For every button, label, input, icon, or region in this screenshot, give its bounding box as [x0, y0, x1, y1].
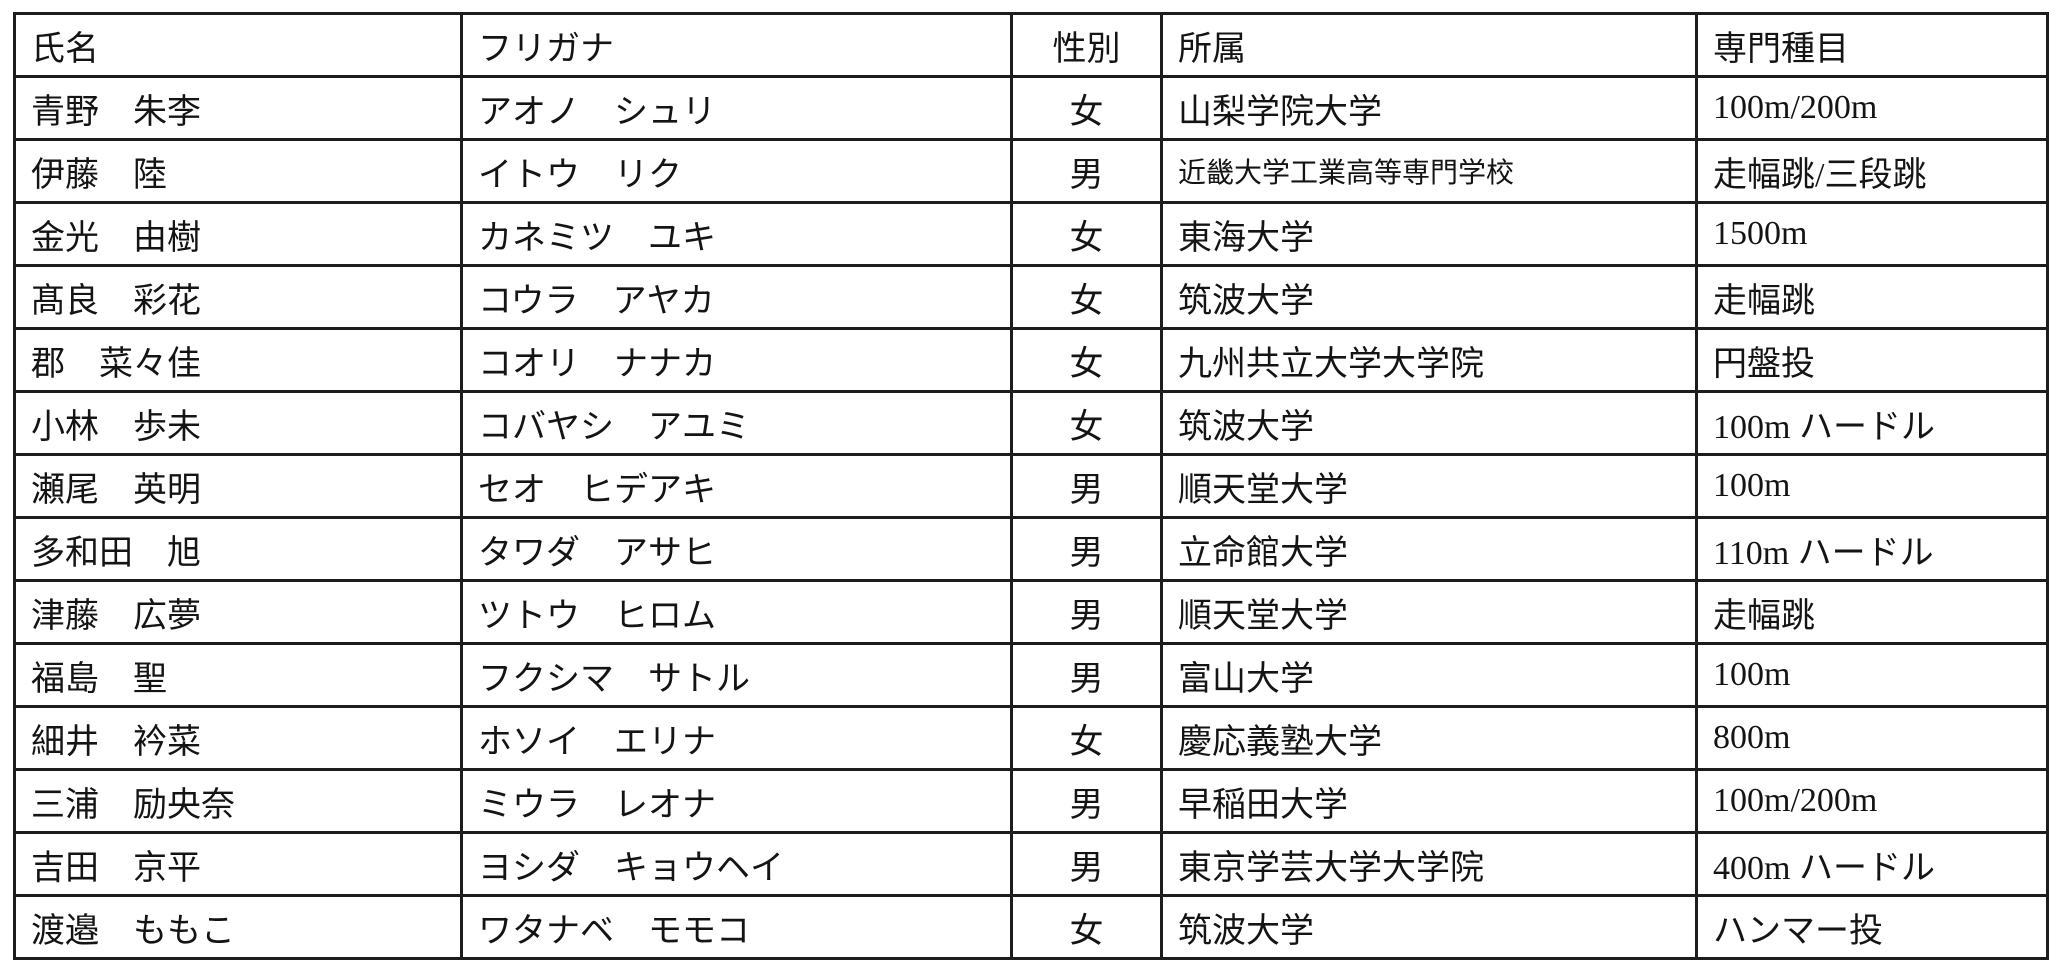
cell-furigana: ツトウ ヒロム: [460, 579, 1013, 645]
cell-gender: 男: [1010, 138, 1163, 204]
table-row: 髙良 彩花 コウラ アヤカ女筑波大学 走幅跳: [13, 264, 2049, 330]
cell-furigana: カネミツ ユキ: [460, 201, 1013, 267]
cell-furigana: ホソイ エリナ: [460, 705, 1013, 771]
cell-name: 福島 聖: [13, 642, 463, 708]
table-row: 細井 衿菜 ホソイ エリナ女慶応義塾大学 800m: [13, 705, 2049, 771]
table-row: 渡邉 ももこ ワタナベ モモコ女筑波大学 ハンマー投: [13, 894, 2049, 960]
cell-affiliation: 近畿大学工業高等専門学校: [1160, 138, 1698, 204]
cell-affiliation: 九州共立大学大学院: [1160, 327, 1698, 393]
cell-affiliation: 順天堂大学: [1160, 453, 1698, 519]
cell-affiliation: 早稲田大学: [1160, 768, 1698, 834]
table-row: 青野 朱李 アオノ シュリ女山梨学院大学 100m/200m: [13, 75, 2049, 141]
table-row: 伊藤 陸イトウ リク男近畿大学工業高等専門学校 走幅跳/三段跳: [13, 138, 2049, 204]
table-row: 津藤 広夢 ツトウ ヒロム男順天堂大学 走幅跳: [13, 579, 2049, 645]
cell-affiliation: 順天堂大学: [1160, 579, 1698, 645]
cell-gender: 女: [1010, 705, 1163, 771]
cell-event: 円盤投: [1695, 327, 2049, 393]
cell-furigana: コバヤシ アユミ: [460, 390, 1013, 456]
table-row: 瀬尾 英明 セオ ヒデアキ男順天堂大学 100m: [13, 453, 2049, 519]
cell-gender: 男: [1010, 453, 1163, 519]
cell-furigana: コオリ ナナカ: [460, 327, 1013, 393]
cell-event: 800m: [1695, 705, 2049, 771]
cell-event: 400m ハードル: [1695, 831, 2049, 897]
cell-affiliation: 東京学芸大学大学院: [1160, 831, 1698, 897]
cell-affiliation: 山梨学院大学: [1160, 75, 1698, 141]
table-row: 郡 菜々佳 コオリ ナナカ女九州共立大学大学院 円盤投: [13, 327, 2049, 393]
cell-event: 100m/200m: [1695, 768, 2049, 834]
cell-name: 郡 菜々佳: [13, 327, 463, 393]
cell-furigana: フクシマ サトル: [460, 642, 1013, 708]
cell-event: 1500m: [1695, 201, 2049, 267]
cell-event: 110m ハードル: [1695, 516, 2049, 582]
column-header-affiliation: 所属: [1160, 12, 1698, 78]
cell-event: 100m: [1695, 642, 2049, 708]
cell-event: 走幅跳: [1695, 264, 2049, 330]
table-row: 三浦 励央奈 ミウラ レオナ男早稲田大学 100m/200m: [13, 768, 2049, 834]
cell-gender: 男: [1010, 831, 1163, 897]
cell-gender: 男: [1010, 516, 1163, 582]
cell-gender: 男: [1010, 579, 1163, 645]
column-header-event: 専門種目: [1695, 12, 2049, 78]
column-header-furigana: フリガナ: [460, 12, 1013, 78]
column-header-gender: 性別: [1010, 12, 1163, 78]
cell-affiliation: 東海大学: [1160, 201, 1698, 267]
column-header-name: 氏名: [13, 12, 463, 78]
cell-affiliation: 富山大学: [1160, 642, 1698, 708]
cell-event: 走幅跳/三段跳: [1695, 138, 2049, 204]
cell-furigana: タワダ アサヒ: [460, 516, 1013, 582]
cell-furigana: ヨシダ キョウヘイ: [460, 831, 1013, 897]
table-row: 多和田 旭タワダ アサヒ男立命館大学 110m ハードル: [13, 516, 2049, 582]
cell-affiliation: 筑波大学: [1160, 894, 1698, 960]
cell-gender: 女: [1010, 75, 1163, 141]
cell-affiliation: 筑波大学: [1160, 390, 1698, 456]
cell-gender: 女: [1010, 201, 1163, 267]
cell-affiliation: 慶応義塾大学: [1160, 705, 1698, 771]
cell-name: 金光 由樹: [13, 201, 463, 267]
cell-name: 津藤 広夢: [13, 579, 463, 645]
cell-furigana: ワタナベ モモコ: [460, 894, 1013, 960]
cell-furigana: コウラ アヤカ: [460, 264, 1013, 330]
cell-event: 100m ハードル: [1695, 390, 2049, 456]
cell-name: 瀬尾 英明: [13, 453, 463, 519]
cell-furigana: イトウ リク: [460, 138, 1013, 204]
cell-gender: 男: [1010, 768, 1163, 834]
cell-name: 伊藤 陸: [13, 138, 463, 204]
cell-event: 100m/200m: [1695, 75, 2049, 141]
table-body: 青野 朱李 アオノ シュリ女山梨学院大学 100m/200m 伊藤 陸イトウ リク男近…: [13, 75, 2049, 960]
table-row: 小林 歩未 コバヤシ アユミ女筑波大学 100m ハードル: [13, 390, 2049, 456]
table-row: 吉田 京平 ヨシダ キョウヘイ男東京学芸大学大学院 400m ハードル: [13, 831, 2049, 897]
table-row: 福島 聖フクシマ サトル男富山大学 100m: [13, 642, 2049, 708]
cell-event: ハンマー投: [1695, 894, 2049, 960]
cell-event: 走幅跳: [1695, 579, 2049, 645]
cell-furigana: セオ ヒデアキ: [460, 453, 1013, 519]
cell-furigana: ミウラ レオナ: [460, 768, 1013, 834]
header-row: 氏名 フリガナ 性別 所属 専門種目: [13, 12, 2049, 78]
cell-gender: 女: [1010, 327, 1163, 393]
cell-furigana: アオノ シュリ: [460, 75, 1013, 141]
table-row: 金光 由樹 カネミツ ユキ女東海大学 1500m: [13, 201, 2049, 267]
cell-name: 吉田 京平: [13, 831, 463, 897]
cell-event: 100m: [1695, 453, 2049, 519]
cell-gender: 女: [1010, 894, 1163, 960]
cell-name: 渡邉 ももこ: [13, 894, 463, 960]
cell-name: 小林 歩未: [13, 390, 463, 456]
cell-affiliation: 立命館大学: [1160, 516, 1698, 582]
cell-name: 細井 衿菜: [13, 705, 463, 771]
cell-gender: 女: [1010, 264, 1163, 330]
cell-name: 多和田 旭: [13, 516, 463, 582]
cell-affiliation: 筑波大学: [1160, 264, 1698, 330]
cell-gender: 男: [1010, 642, 1163, 708]
cell-name: 三浦 励央奈: [13, 768, 463, 834]
cell-gender: 女: [1010, 390, 1163, 456]
athlete-roster-table: 氏名 フリガナ 性別 所属 専門種目 青野 朱李 アオノ シュリ女山梨学院大学 100m/2…: [13, 12, 2049, 960]
cell-name: 青野 朱李: [13, 75, 463, 141]
cell-name: 髙良 彩花: [13, 264, 463, 330]
